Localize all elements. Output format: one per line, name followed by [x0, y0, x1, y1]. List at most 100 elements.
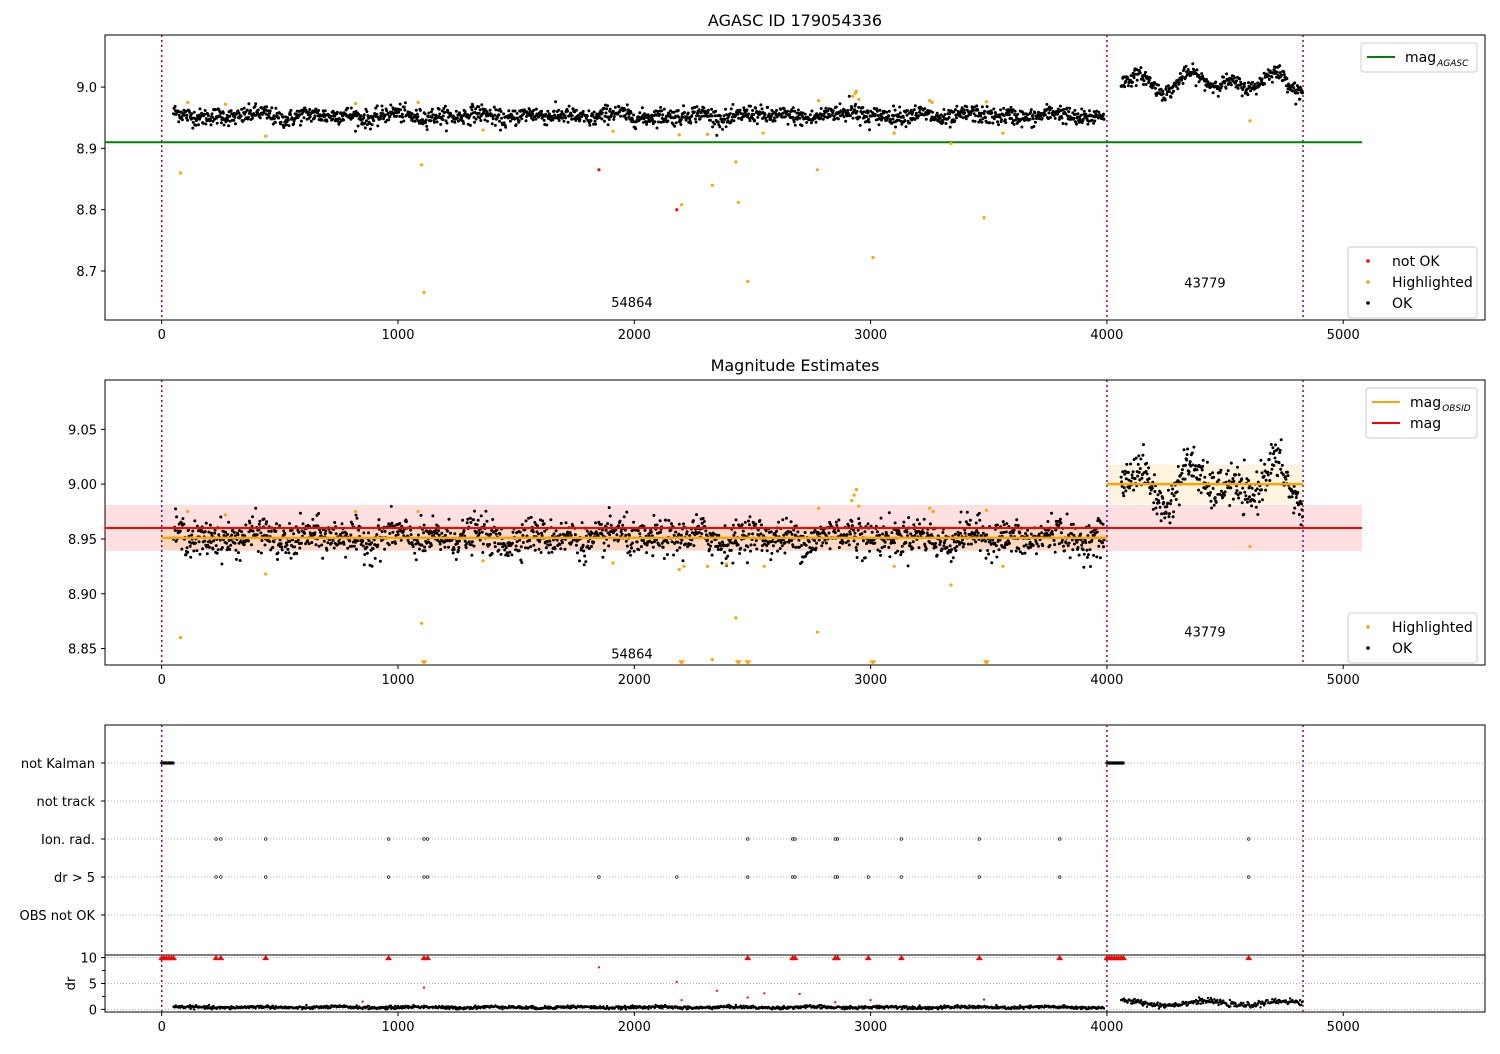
ok-point — [1097, 545, 1100, 548]
ok-point — [1220, 490, 1223, 493]
dr-point — [208, 1004, 210, 1006]
ok-point — [263, 518, 266, 521]
ok-point — [915, 112, 918, 115]
ok-point — [1167, 489, 1170, 492]
ok-point — [491, 552, 494, 555]
legend-dot-swatch — [1366, 301, 1370, 305]
ok-point — [1175, 498, 1178, 501]
ok-point — [323, 540, 326, 543]
ok-point — [1165, 93, 1168, 96]
ok-point — [1219, 469, 1222, 472]
legend-dot-swatch — [1366, 280, 1370, 284]
ok-point — [645, 551, 648, 554]
ok-point — [923, 518, 926, 521]
ok-point — [491, 122, 494, 125]
ok-point — [174, 105, 177, 108]
ok-point — [472, 518, 475, 521]
ok-point — [749, 119, 752, 122]
ok-point — [259, 531, 262, 534]
ok-point — [1286, 91, 1289, 94]
ok-point — [1151, 487, 1154, 490]
ok-point — [745, 108, 748, 111]
ok-point — [692, 519, 695, 522]
ok-point — [1013, 123, 1016, 126]
ok-point — [1102, 545, 1105, 548]
ok-point — [1213, 504, 1216, 507]
ok-point — [280, 121, 283, 124]
ok-point — [1166, 502, 1169, 505]
ok-point — [765, 120, 768, 123]
ok-point — [495, 533, 498, 536]
ok-point — [1301, 91, 1304, 94]
ok-point — [524, 546, 527, 549]
ok-point — [766, 549, 769, 552]
ok-point — [1247, 479, 1250, 482]
ok-point — [270, 530, 273, 533]
ok-point — [549, 518, 552, 521]
ok-point — [726, 555, 729, 558]
ok-point — [682, 104, 685, 107]
ok-point — [363, 553, 366, 556]
ok-point — [455, 558, 458, 561]
ok-point — [1276, 474, 1279, 477]
ok-point — [260, 539, 263, 542]
ok-point — [894, 126, 897, 129]
ok-point — [879, 550, 882, 553]
ok-point — [326, 541, 329, 544]
highlighted-point — [857, 505, 860, 508]
ok-point — [446, 122, 449, 125]
ok-point — [198, 540, 201, 543]
ok-point — [219, 516, 222, 519]
ok-point — [1080, 544, 1083, 547]
ok-point — [1195, 84, 1198, 87]
ok-point — [1054, 117, 1057, 120]
ok-point — [650, 541, 653, 544]
ok-point — [1164, 99, 1167, 102]
ok-point — [980, 121, 983, 124]
ok-point — [1073, 109, 1076, 112]
ok-point — [1077, 546, 1080, 549]
ok-point — [1017, 547, 1020, 550]
y-tick-label: 10 — [80, 952, 97, 967]
ok-point — [324, 532, 327, 535]
ok-point — [199, 553, 202, 556]
highlighted-point — [949, 583, 952, 586]
ok-point — [374, 557, 377, 560]
ok-point — [1002, 531, 1005, 534]
ok-point — [543, 522, 546, 525]
ok-point — [1130, 74, 1133, 77]
ok-point — [609, 515, 612, 518]
ok-point — [592, 114, 595, 117]
ok-point — [1066, 513, 1069, 516]
ok-point — [1168, 90, 1171, 93]
ok-point — [503, 121, 506, 124]
ok-point — [860, 532, 863, 535]
ok-point — [1241, 487, 1244, 490]
ok-point — [377, 518, 380, 521]
ok-point — [431, 108, 434, 111]
ok-point — [345, 532, 348, 535]
ok-point — [961, 106, 964, 109]
ok-point — [603, 107, 606, 110]
ok-point — [713, 123, 716, 126]
ok-point — [333, 521, 336, 524]
ok-point — [339, 542, 342, 545]
ok-point — [1295, 496, 1298, 499]
ok-point — [221, 116, 224, 119]
ok-point — [439, 543, 442, 546]
ok-point — [815, 547, 818, 550]
ok-point — [1002, 520, 1005, 523]
ok-point — [1176, 490, 1179, 493]
ok-point — [335, 532, 338, 535]
ok-point — [634, 127, 637, 130]
ok-point — [350, 107, 353, 110]
ok-point — [688, 534, 691, 537]
ok-point — [1125, 477, 1128, 480]
ok-point — [1261, 78, 1264, 81]
ok-point — [484, 510, 487, 513]
ok-point — [805, 544, 808, 547]
ok-point — [325, 120, 328, 123]
ok-point — [341, 522, 344, 525]
ok-point — [1266, 471, 1269, 474]
ok-point — [545, 124, 548, 127]
